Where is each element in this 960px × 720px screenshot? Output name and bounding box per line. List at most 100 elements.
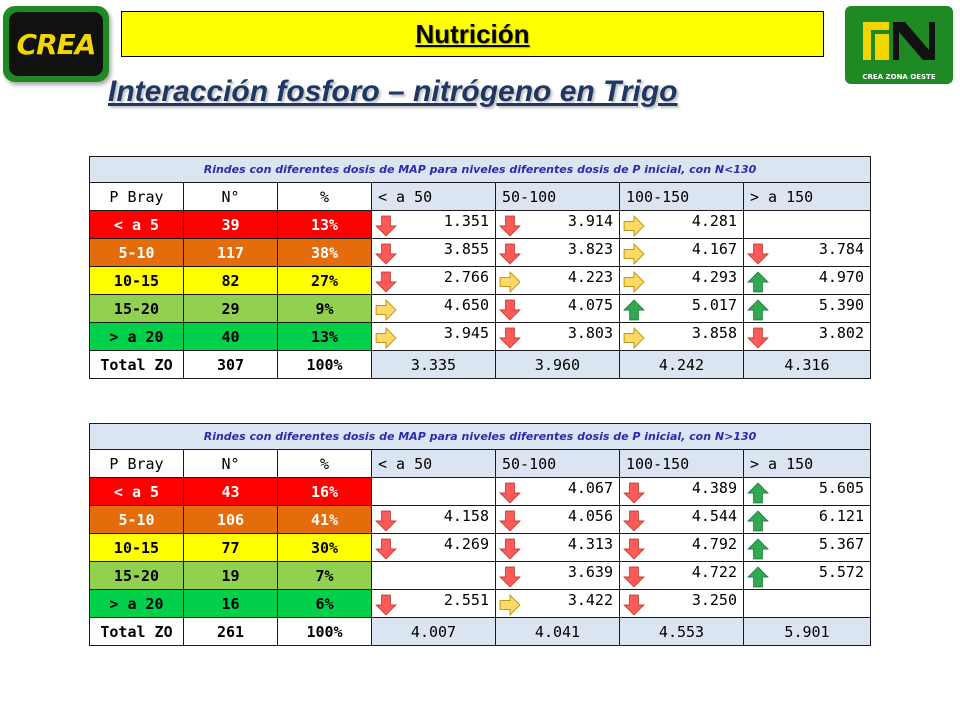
row-label: > a 20 bbox=[89, 589, 184, 618]
yield-cell: 3.858 bbox=[619, 322, 744, 351]
row-count: 29 bbox=[183, 294, 278, 323]
row-label: 10-15 bbox=[89, 266, 184, 295]
yield-value: 2.551 bbox=[443, 591, 489, 609]
arrow-down-icon bbox=[747, 243, 769, 265]
yield-cell: 4.158 bbox=[371, 505, 496, 534]
yield-cell: 3.639 bbox=[495, 561, 620, 590]
yield-cell: 4.389 bbox=[619, 477, 744, 506]
row-count: 106 bbox=[183, 505, 278, 534]
yield-cell: 3.803 bbox=[495, 322, 620, 351]
col-header: % bbox=[277, 182, 372, 211]
row-label: < a 5 bbox=[89, 477, 184, 506]
table-title: Rindes con diferentes dosis de MAP para … bbox=[89, 423, 871, 450]
yield-cell: 4.293 bbox=[619, 266, 744, 295]
total-count: 307 bbox=[183, 350, 278, 379]
arrow-up-icon bbox=[747, 566, 769, 588]
yield-cell: 2.766 bbox=[371, 266, 496, 295]
table-header-row: P Bray N° % < a 50 50-100 100-150 > a 15… bbox=[89, 449, 871, 478]
yield-value: 5.390 bbox=[818, 296, 864, 314]
total-row: Total ZO 261 100% 4.007 4.041 4.553 5.90… bbox=[89, 617, 871, 646]
arrow-down-icon bbox=[499, 327, 521, 349]
arrow-down-icon bbox=[499, 566, 521, 588]
total-label: Total ZO bbox=[89, 617, 184, 646]
total-value: 3.335 bbox=[371, 350, 496, 379]
yield-cell: 4.056 bbox=[495, 505, 620, 534]
table-row: > a 20 40 13% 3.945 3.803 3.858 3.802 bbox=[89, 322, 871, 351]
yield-value: 4.158 bbox=[443, 507, 489, 525]
yield-value: 5.605 bbox=[818, 479, 864, 497]
yield-cell: 4.075 bbox=[495, 294, 620, 323]
yield-value: 4.313 bbox=[567, 535, 613, 553]
arrow-right-icon bbox=[623, 271, 645, 293]
col-header: N° bbox=[183, 449, 278, 478]
row-label: 15-20 bbox=[89, 561, 184, 590]
yield-cell: 3.823 bbox=[495, 238, 620, 267]
yield-value: 4.223 bbox=[567, 268, 613, 286]
total-value: 4.007 bbox=[371, 617, 496, 646]
yield-cell: 5.390 bbox=[743, 294, 871, 323]
yield-cell: 5.605 bbox=[743, 477, 871, 506]
row-percent: 30% bbox=[277, 533, 372, 562]
table-row: 15-20 29 9% 4.650 4.075 5.017 5.390 bbox=[89, 294, 871, 323]
arrow-down-icon bbox=[375, 271, 397, 293]
col-header: % bbox=[277, 449, 372, 478]
page-title: Nutrición bbox=[415, 18, 530, 49]
total-count: 261 bbox=[183, 617, 278, 646]
row-count: 16 bbox=[183, 589, 278, 618]
yield-cell: 4.313 bbox=[495, 533, 620, 562]
arrow-up-icon bbox=[747, 538, 769, 560]
yield-value: 2.766 bbox=[443, 268, 489, 286]
arrow-down-icon bbox=[375, 538, 397, 560]
row-label: 15-20 bbox=[89, 294, 184, 323]
arrow-down-icon bbox=[747, 327, 769, 349]
arrow-down-icon bbox=[375, 594, 397, 616]
arrow-down-icon bbox=[623, 482, 645, 504]
yield-value: 3.855 bbox=[443, 240, 489, 258]
arrow-down-icon bbox=[375, 510, 397, 532]
table-row: 5-10 106 41% 4.158 4.056 4.544 6.121 bbox=[89, 505, 871, 534]
total-value: 4.041 bbox=[495, 617, 620, 646]
total-value: 4.242 bbox=[619, 350, 744, 379]
table-row: 10-15 77 30% 4.269 4.313 4.792 5.367 bbox=[89, 533, 871, 562]
arrow-down-icon bbox=[623, 510, 645, 532]
col-header: 100-150 bbox=[619, 182, 744, 211]
yield-value: 4.167 bbox=[691, 240, 737, 258]
yield-value: 4.792 bbox=[691, 535, 737, 553]
arrow-up-icon bbox=[747, 271, 769, 293]
table-row: 5-10 117 38% 3.855 3.823 4.167 3.784 bbox=[89, 238, 871, 267]
total-value: 3.960 bbox=[495, 350, 620, 379]
yield-cell: 4.792 bbox=[619, 533, 744, 562]
yield-value: 4.056 bbox=[567, 507, 613, 525]
arrow-up-icon bbox=[747, 299, 769, 321]
col-header: < a 50 bbox=[371, 182, 496, 211]
row-percent: 16% bbox=[277, 477, 372, 506]
arrow-right-icon bbox=[499, 594, 521, 616]
crea-logo: CREA bbox=[3, 6, 109, 82]
yield-cell: 4.167 bbox=[619, 238, 744, 267]
col-header: N° bbox=[183, 182, 278, 211]
col-header: < a 50 bbox=[371, 449, 496, 478]
crea-zona-oeste-caption: CREA ZONA OESTE bbox=[862, 73, 936, 81]
title-banner: Nutrición bbox=[121, 11, 824, 57]
yield-cell: 4.281 bbox=[619, 210, 744, 239]
table-row: > a 20 16 6% 2.551 3.422 3.250 bbox=[89, 589, 871, 618]
yield-value: 3.823 bbox=[567, 240, 613, 258]
total-value: 4.553 bbox=[619, 617, 744, 646]
col-header: P Bray bbox=[89, 449, 184, 478]
arrow-up-icon bbox=[747, 482, 769, 504]
yield-cell: 3.945 bbox=[371, 322, 496, 351]
arrow-right-icon bbox=[623, 327, 645, 349]
row-count: 82 bbox=[183, 266, 278, 295]
arrow-down-icon bbox=[499, 243, 521, 265]
arrow-down-icon bbox=[499, 482, 521, 504]
yield-value: 3.914 bbox=[567, 212, 613, 230]
yield-value: 3.422 bbox=[567, 591, 613, 609]
yield-cell: 3.422 bbox=[495, 589, 620, 618]
row-count: 117 bbox=[183, 238, 278, 267]
yield-cell bbox=[371, 561, 496, 590]
col-header: 100-150 bbox=[619, 449, 744, 478]
row-percent: 9% bbox=[277, 294, 372, 323]
arrow-down-icon bbox=[499, 215, 521, 237]
yield-cell: 3.784 bbox=[743, 238, 871, 267]
total-value: 4.316 bbox=[743, 350, 871, 379]
